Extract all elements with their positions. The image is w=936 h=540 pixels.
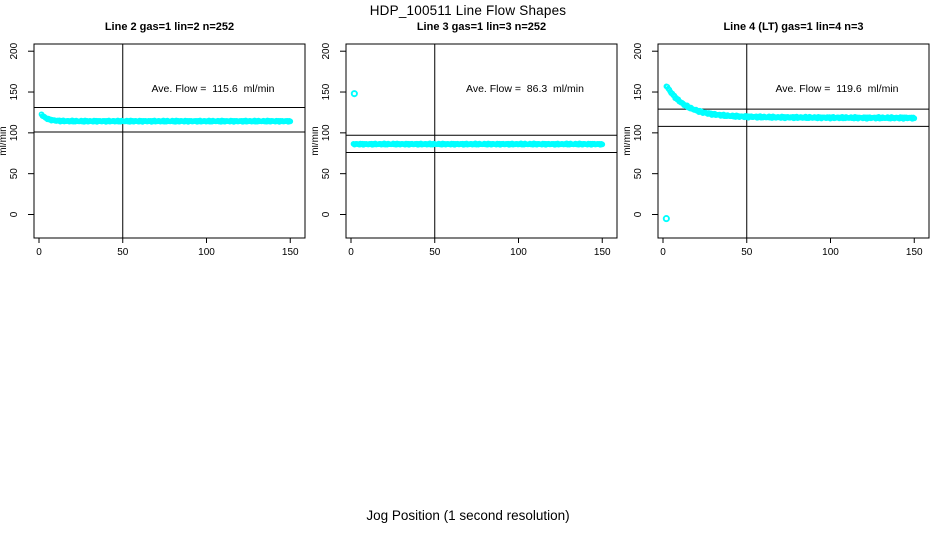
outlier-point	[662, 215, 670, 223]
x-tick-label: 100	[510, 247, 527, 258]
y-tick-label: 100	[633, 124, 644, 141]
y-tick-label: 100	[9, 124, 20, 141]
y-tick-label: 100	[321, 124, 332, 141]
y-tick-label: 0	[321, 211, 332, 217]
x-tick-label: 150	[906, 247, 923, 258]
plot-box	[33, 43, 306, 239]
ave-flow-annotation: Ave. Flow = 115.6 ml/min	[151, 83, 275, 95]
x-tick-label: 100	[822, 247, 839, 258]
y-axis-label: ml/min	[0, 126, 9, 155]
x-tick-label: 50	[429, 247, 441, 258]
ave-flow-annotation: Ave. Flow = 86.3 ml/min	[466, 83, 584, 95]
x-tick-label: 50	[117, 247, 129, 258]
data-point	[599, 141, 606, 148]
x-tick-label: 100	[198, 247, 215, 258]
y-tick-label: 150	[9, 83, 20, 100]
data-point	[287, 118, 294, 125]
y-tick-label: 200	[633, 42, 644, 59]
y-tick-label: 50	[321, 168, 332, 180]
y-tick-label: 50	[633, 168, 644, 180]
data-point	[911, 115, 918, 122]
y-tick-label: 200	[9, 42, 20, 59]
x-tick-label: 150	[282, 247, 299, 258]
y-tick-label: 150	[633, 83, 644, 100]
figure-xlabel: Jog Position (1 second resolution)	[366, 508, 570, 523]
x-tick-label: 0	[348, 247, 354, 258]
panel-line-2: 0 50 100 150 0 50 100 150 200 ml/min Line 2 gas=1…	[0, 20, 312, 270]
panel-line-3: 0 50 100 150 0 50 100 150 200 ml/min Line 3 gas=1…	[312, 20, 624, 270]
y-tick-label: 50	[9, 168, 20, 180]
scatter-plot-line-2: 0 50 100 150 0 50 100 150 200 ml/min	[0, 42, 306, 258]
panel-title: Line 3 gas=1 lin=3 n=252	[416, 21, 547, 33]
scatter-plot-line-3: 0 50 100 150 0 50 100 150 200 ml/min	[312, 42, 618, 258]
outlier-point	[350, 90, 358, 98]
y-axis-label: ml/min	[624, 126, 633, 155]
panel-title: Line 4 (LT) gas=1 lin=4 n=3	[723, 21, 864, 33]
panel-line-4: 0 50 100 150 0 50 100 150 200 ml/min Line 4 (LT) …	[624, 20, 936, 270]
panel-title: Line 2 gas=1 lin=2 n=252	[104, 21, 235, 33]
ave-flow-annotation: Ave. Flow = 119.6 ml/min	[775, 83, 899, 95]
scatter-plot-line-4: 0 50 100 150 0 50 100 150 200 ml/min	[624, 42, 930, 258]
y-tick-label: 150	[321, 83, 332, 100]
y-tick-label: 0	[633, 211, 644, 217]
x-tick-label: 50	[741, 247, 753, 258]
plot-box	[345, 43, 618, 239]
x-tick-label: 0	[36, 247, 42, 258]
y-tick-label: 200	[321, 42, 332, 59]
y-axis-label: ml/min	[312, 126, 321, 155]
plot-box	[657, 43, 930, 239]
x-tick-label: 150	[594, 247, 611, 258]
figure-title: HDP_100511 Line Flow Shapes	[369, 3, 567, 18]
x-tick-label: 0	[660, 247, 666, 258]
y-tick-label: 0	[9, 211, 20, 217]
